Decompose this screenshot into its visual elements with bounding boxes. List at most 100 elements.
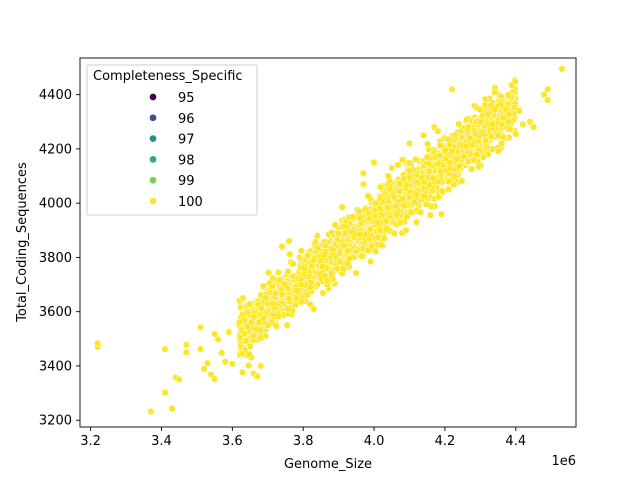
data-point — [175, 375, 183, 384]
y-tick-label: 3400 — [39, 359, 72, 374]
data-point — [345, 255, 353, 263]
data-point — [359, 169, 367, 177]
data-point — [444, 177, 453, 185]
data-point — [450, 172, 458, 180]
legend-marker — [149, 134, 157, 143]
data-point — [336, 249, 344, 257]
data-point — [383, 204, 391, 212]
data-point — [264, 321, 272, 329]
legend-title: Completeness_Specific — [93, 69, 243, 84]
data-point — [303, 291, 311, 299]
data-point — [413, 191, 421, 199]
data-point — [498, 120, 506, 129]
legend-entry-label: 100 — [178, 195, 203, 210]
data-point — [412, 218, 420, 226]
legend-box — [86, 64, 258, 216]
data-point — [236, 334, 244, 342]
data-point — [473, 150, 481, 158]
data-point — [365, 215, 373, 223]
data-point — [405, 139, 414, 148]
data-point — [403, 213, 411, 221]
data-point — [458, 177, 466, 185]
data-point — [225, 328, 233, 336]
data-point — [445, 185, 453, 193]
data-point — [310, 256, 318, 264]
data-point — [300, 264, 308, 272]
data-point — [327, 270, 336, 278]
data-point — [196, 323, 205, 331]
data-point — [426, 211, 434, 219]
data-point — [265, 269, 273, 277]
data-point — [434, 159, 442, 167]
data-point — [211, 375, 219, 383]
data-point — [211, 330, 219, 338]
data-point — [376, 183, 384, 191]
data-point — [239, 368, 247, 377]
data-point — [259, 282, 268, 290]
data-point — [274, 268, 282, 276]
data-point — [505, 118, 513, 126]
data-point — [278, 290, 286, 298]
data-point — [312, 238, 320, 246]
data-point — [243, 308, 251, 316]
data-point — [398, 156, 406, 164]
data-point — [481, 101, 489, 109]
data-point — [161, 345, 169, 353]
data-point — [367, 225, 375, 233]
data-point — [161, 388, 169, 397]
data-point — [388, 164, 396, 172]
data-point — [268, 282, 276, 291]
x-tick-label: 4.0 — [364, 434, 385, 449]
data-point — [240, 329, 248, 337]
y-tick-label: 4200 — [39, 142, 72, 157]
x-tick-label: 3.8 — [293, 434, 314, 449]
data-point — [285, 237, 293, 245]
data-point — [446, 159, 454, 167]
data-point — [269, 299, 277, 307]
data-point — [284, 284, 292, 292]
y-tick-label: 3200 — [39, 414, 72, 429]
legend-marker — [149, 93, 157, 101]
data-point — [423, 153, 431, 161]
data-point — [242, 337, 250, 345]
data-point — [417, 208, 425, 216]
data-point — [450, 181, 458, 189]
data-point — [462, 142, 470, 150]
data-point — [374, 218, 382, 226]
data-point — [333, 265, 341, 273]
data-point — [331, 221, 339, 229]
data-point — [481, 95, 489, 103]
y-tick-label: 3600 — [39, 305, 72, 320]
legend-entries: 95 96 97 98 99 100 — [149, 91, 203, 210]
data-point — [284, 305, 292, 313]
data-point — [221, 358, 229, 366]
data-point — [319, 262, 327, 270]
data-point — [339, 222, 347, 231]
data-point — [356, 230, 364, 238]
data-point — [253, 372, 261, 380]
data-point — [259, 314, 267, 322]
y-tick-label: 3800 — [39, 251, 72, 266]
data-point — [306, 283, 314, 291]
data-point — [370, 158, 378, 167]
data-point — [297, 298, 305, 306]
data-point — [364, 192, 372, 200]
data-point — [334, 230, 343, 238]
data-point — [94, 339, 102, 347]
data-point — [488, 120, 497, 128]
data-point — [383, 225, 391, 233]
data-point — [297, 247, 305, 255]
data-point — [464, 123, 472, 131]
data-point — [320, 251, 329, 259]
x-axis-scale-label: 1e6 — [551, 454, 576, 469]
data-point — [246, 342, 254, 350]
data-point — [466, 134, 474, 142]
data-point — [476, 106, 484, 114]
data-point — [245, 362, 253, 370]
data-point — [357, 252, 366, 260]
data-point — [329, 245, 337, 254]
data-point — [491, 88, 499, 96]
data-point — [448, 147, 456, 155]
data-point — [448, 85, 456, 93]
data-point — [540, 91, 548, 99]
